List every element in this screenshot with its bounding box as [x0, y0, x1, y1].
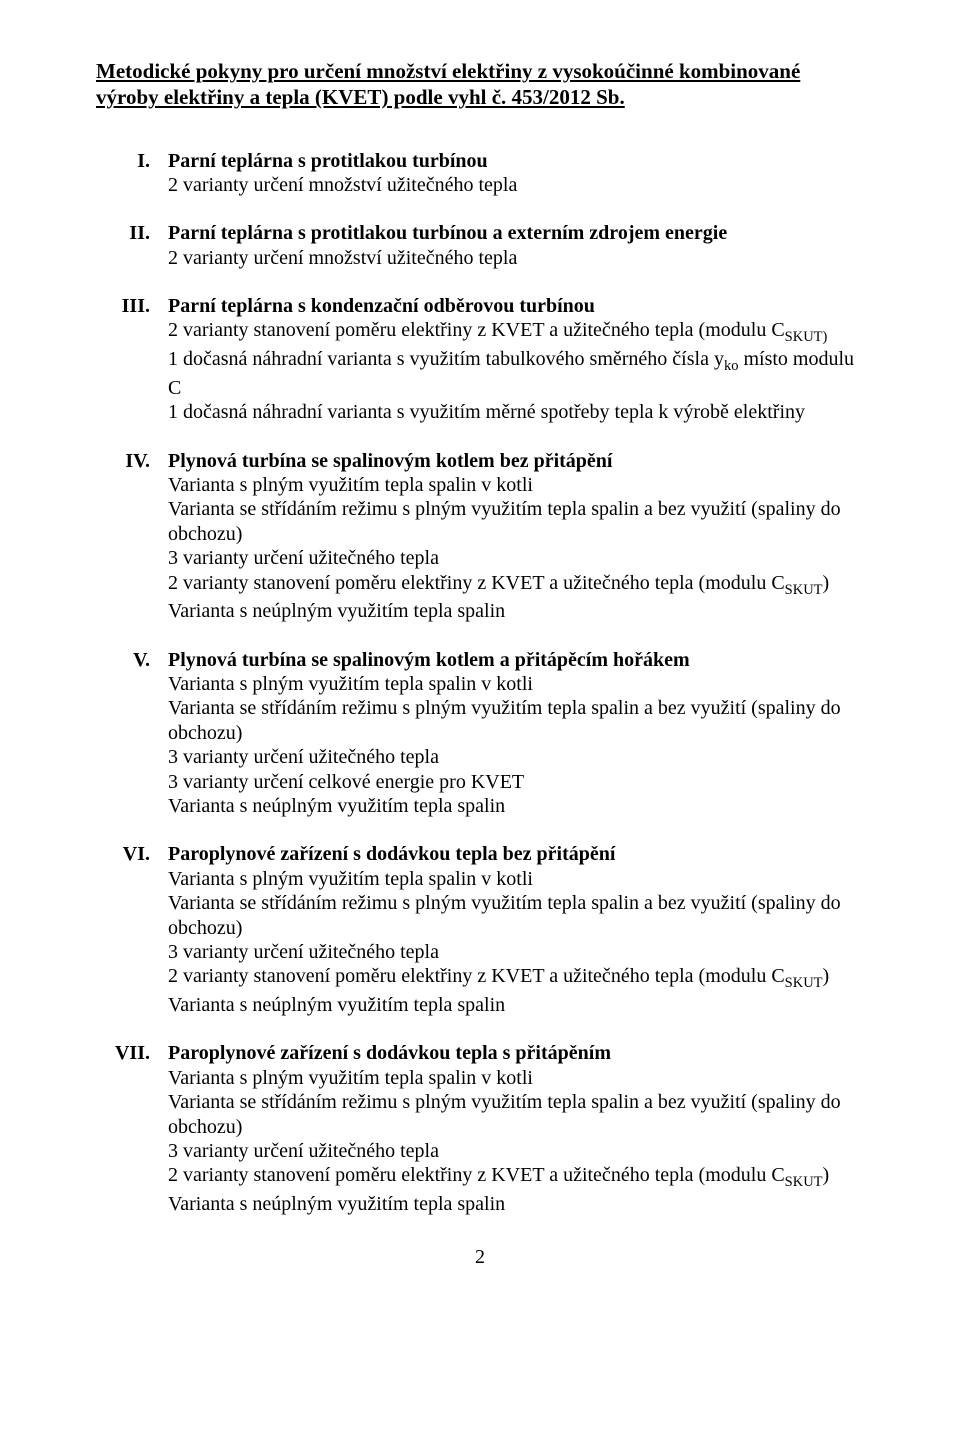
- item-line: 3 varianty určení užitečného tepla: [168, 546, 864, 570]
- item-line: Varianta s plným využitím tepla spalin v…: [168, 473, 864, 497]
- item-body: Parní teplárna s kondenzační odběrovou t…: [168, 294, 864, 425]
- item-line: Varianta se střídáním režimu s plným vyu…: [168, 497, 864, 546]
- item-line: 2 varianty určení množství užitečného te…: [168, 173, 864, 197]
- item-line: Varianta se střídáním režimu s plným vyu…: [168, 1090, 864, 1139]
- item-line: 2 varianty stanovení poměru elektřiny z …: [168, 1163, 864, 1192]
- item-line: 2 varianty určení množství užitečného te…: [168, 246, 864, 270]
- item-line: 3 varianty určení užitečného tepla: [168, 745, 864, 769]
- list-item: VI.Paroplynové zařízení s dodávkou tepla…: [96, 842, 864, 1017]
- item-heading: Paroplynové zařízení s dodávkou tepla s …: [168, 1041, 864, 1065]
- item-line: Varianta s neúplným využitím tepla spali…: [168, 993, 864, 1017]
- item-line: Varianta s plným využitím tepla spalin v…: [168, 672, 864, 696]
- item-body: Plynová turbína se spalinovým kotlem a p…: [168, 648, 864, 819]
- item-line: 2 varianty stanovení poměru elektřiny z …: [168, 318, 864, 347]
- item-line: 2 varianty stanovení poměru elektřiny z …: [168, 964, 864, 993]
- roman-numeral: I.: [96, 149, 168, 198]
- item-line: 1 dočasná náhradní varianta s využitím t…: [168, 347, 864, 400]
- document-title: Metodické pokyny pro určení množství ele…: [96, 58, 864, 111]
- item-body: Plynová turbína se spalinovým kotlem bez…: [168, 449, 864, 624]
- numbered-list: I.Parní teplárna s protitlakou turbínou2…: [96, 149, 864, 1217]
- item-line: 1 dočasná náhradní varianta s využitím m…: [168, 400, 864, 424]
- list-item: V.Plynová turbína se spalinovým kotlem a…: [96, 648, 864, 819]
- roman-numeral: VI.: [96, 842, 168, 1017]
- item-line: Varianta s neúplným využitím tepla spali…: [168, 599, 864, 623]
- roman-numeral: II.: [96, 221, 168, 270]
- roman-numeral: V.: [96, 648, 168, 819]
- roman-numeral: IV.: [96, 449, 168, 624]
- item-line: 3 varianty určení užitečného tepla: [168, 940, 864, 964]
- item-line: 3 varianty určení užitečného tepla: [168, 1139, 864, 1163]
- item-heading: Parní teplárna s kondenzační odběrovou t…: [168, 294, 864, 318]
- list-item: I.Parní teplárna s protitlakou turbínou2…: [96, 149, 864, 198]
- item-line: Varianta s neúplným využitím tepla spali…: [168, 794, 864, 818]
- roman-numeral: III.: [96, 294, 168, 425]
- item-heading: Paroplynové zařízení s dodávkou tepla be…: [168, 842, 864, 866]
- item-heading: Parní teplárna s protitlakou turbínou: [168, 149, 864, 173]
- item-line: Varianta se střídáním režimu s plným vyu…: [168, 891, 864, 940]
- item-body: Parní teplárna s protitlakou turbínou2 v…: [168, 149, 864, 198]
- item-line: Varianta s plným využitím tepla spalin v…: [168, 1066, 864, 1090]
- document-page: Metodické pokyny pro určení množství ele…: [0, 0, 960, 1309]
- list-item: III.Parní teplárna s kondenzační odběrov…: [96, 294, 864, 425]
- item-line: 3 varianty určení celkové energie pro KV…: [168, 770, 864, 794]
- item-line: 2 varianty stanovení poměru elektřiny z …: [168, 571, 864, 600]
- item-body: Paroplynové zařízení s dodávkou tepla s …: [168, 1041, 864, 1216]
- item-heading: Plynová turbína se spalinovým kotlem bez…: [168, 449, 864, 473]
- item-heading: Parní teplárna s protitlakou turbínou a …: [168, 221, 864, 245]
- item-body: Paroplynové zařízení s dodávkou tepla be…: [168, 842, 864, 1017]
- item-line: Varianta s neúplným využitím tepla spali…: [168, 1192, 864, 1216]
- roman-numeral: VII.: [96, 1041, 168, 1216]
- page-number: 2: [96, 1246, 864, 1269]
- list-item: II.Parní teplárna s protitlakou turbínou…: [96, 221, 864, 270]
- list-item: IV.Plynová turbína se spalinovým kotlem …: [96, 449, 864, 624]
- item-heading: Plynová turbína se spalinovým kotlem a p…: [168, 648, 864, 672]
- item-line: Varianta s plným využitím tepla spalin v…: [168, 867, 864, 891]
- item-body: Parní teplárna s protitlakou turbínou a …: [168, 221, 864, 270]
- item-line: Varianta se střídáním režimu s plným vyu…: [168, 696, 864, 745]
- list-item: VII.Paroplynové zařízení s dodávkou tepl…: [96, 1041, 864, 1216]
